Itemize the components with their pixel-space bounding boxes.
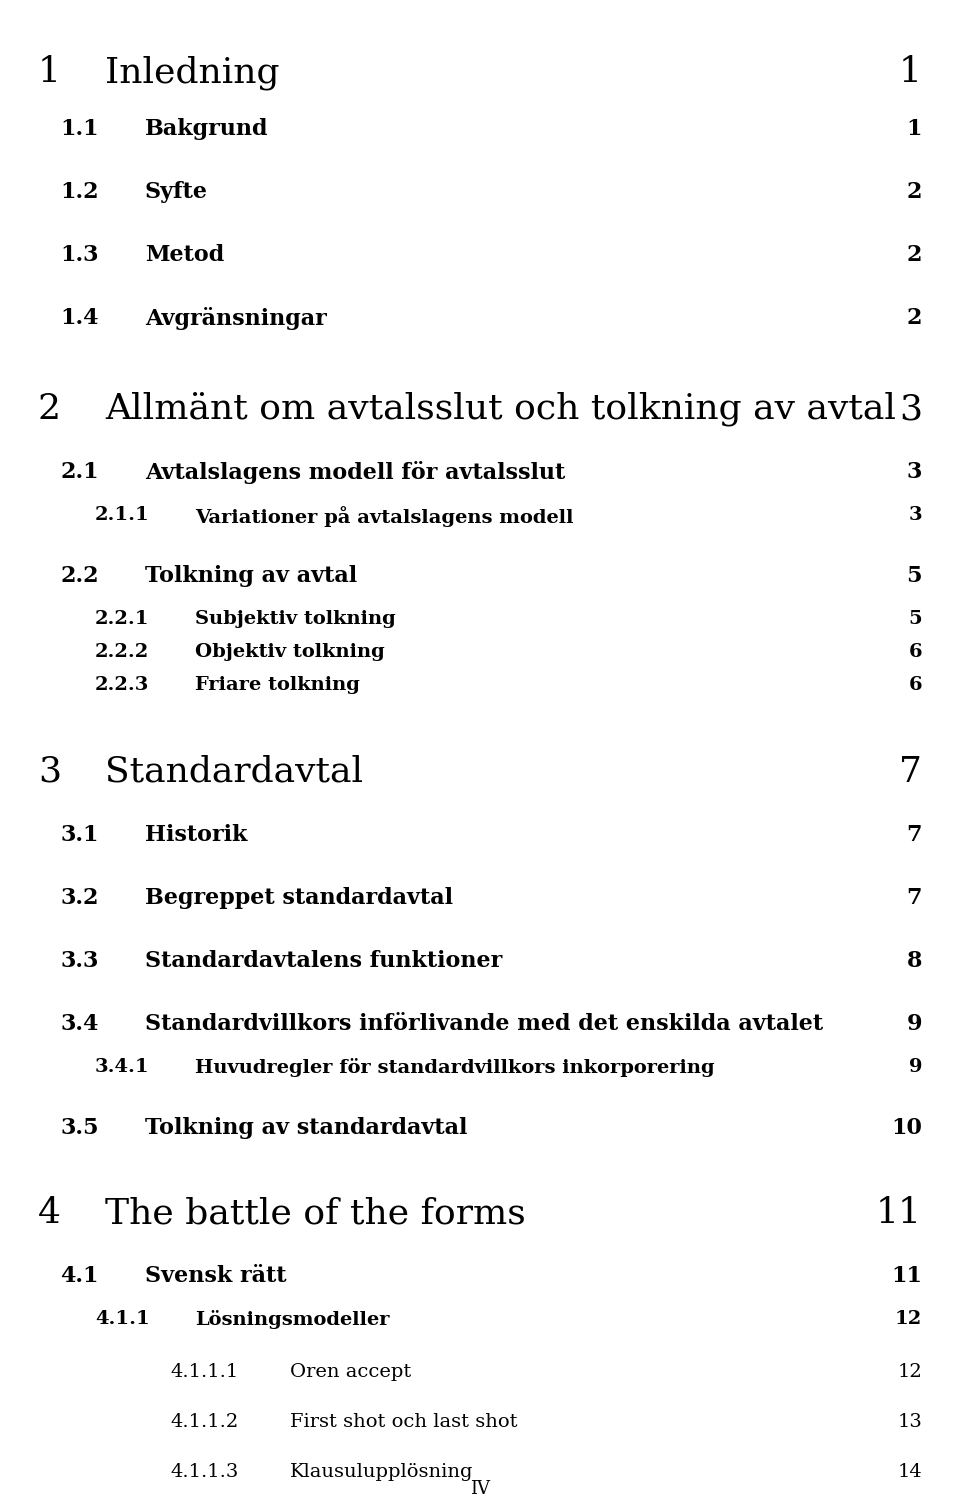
Text: 14: 14: [898, 1463, 922, 1481]
Text: Variationer på avtalslagens modell: Variationer på avtalslagens modell: [195, 506, 573, 527]
Text: 7: 7: [906, 887, 922, 910]
Text: 2.2.3: 2.2.3: [95, 675, 150, 694]
Text: 3: 3: [908, 506, 922, 524]
Text: 5: 5: [906, 565, 922, 586]
Text: 12: 12: [898, 1363, 922, 1381]
Text: 10: 10: [891, 1117, 922, 1139]
Text: 4.1.1.3: 4.1.1.3: [170, 1463, 238, 1481]
Text: 4: 4: [38, 1197, 61, 1230]
Text: 1.1: 1.1: [60, 118, 99, 141]
Text: Oren accept: Oren accept: [290, 1363, 411, 1381]
Text: Avtalslagens modell för avtalsslut: Avtalslagens modell för avtalsslut: [145, 461, 565, 484]
Text: 1: 1: [906, 118, 922, 141]
Text: Inledning: Inledning: [105, 54, 279, 89]
Text: 4.1: 4.1: [60, 1265, 99, 1287]
Text: Klausulupplösning: Klausulupplösning: [290, 1463, 473, 1481]
Text: Huvudregler för standardvillkors inkorporering: Huvudregler för standardvillkors inkorpo…: [195, 1058, 714, 1077]
Text: 3.4: 3.4: [60, 1012, 98, 1035]
Text: Tolkning av standardavtal: Tolkning av standardavtal: [145, 1117, 468, 1139]
Text: 2.2.2: 2.2.2: [95, 644, 149, 660]
Text: The battle of the forms: The battle of the forms: [105, 1197, 526, 1230]
Text: 2: 2: [906, 243, 922, 266]
Text: 13: 13: [898, 1413, 922, 1431]
Text: 2.2.1: 2.2.1: [95, 610, 150, 629]
Text: Subjektiv tolkning: Subjektiv tolkning: [195, 610, 396, 629]
Text: 4.1.1.2: 4.1.1.2: [170, 1413, 238, 1431]
Text: Standardavtal: Standardavtal: [105, 756, 363, 789]
Text: 4.1.1: 4.1.1: [95, 1310, 150, 1328]
Text: Begreppet standardavtal: Begreppet standardavtal: [145, 887, 453, 910]
Text: Allmänt om avtalsslut och tolkning av avtal: Allmänt om avtalsslut och tolkning av av…: [105, 391, 896, 426]
Text: 2.1: 2.1: [60, 461, 99, 484]
Text: Standardvillkors införlivande med det enskilda avtalet: Standardvillkors införlivande med det en…: [145, 1012, 823, 1035]
Text: 2: 2: [906, 181, 922, 202]
Text: 6: 6: [908, 644, 922, 660]
Text: 1: 1: [899, 54, 922, 89]
Text: Bakgrund: Bakgrund: [145, 118, 269, 141]
Text: 1: 1: [38, 54, 61, 89]
Text: 9: 9: [908, 1058, 922, 1076]
Text: 4.1.1.1: 4.1.1.1: [170, 1363, 238, 1381]
Text: 2.1.1: 2.1.1: [95, 506, 150, 524]
Text: Objektiv tolkning: Objektiv tolkning: [195, 644, 385, 660]
Text: Friare tolkning: Friare tolkning: [195, 675, 360, 694]
Text: 3.1: 3.1: [60, 823, 99, 846]
Text: 2.2: 2.2: [60, 565, 99, 586]
Text: 11: 11: [891, 1265, 922, 1287]
Text: 11: 11: [876, 1197, 922, 1230]
Text: Historik: Historik: [145, 823, 248, 846]
Text: First shot och last shot: First shot och last shot: [290, 1413, 517, 1431]
Text: Syfte: Syfte: [145, 181, 208, 202]
Text: 2: 2: [906, 307, 922, 329]
Text: Svensk rätt: Svensk rätt: [145, 1265, 286, 1287]
Text: 1.2: 1.2: [60, 181, 99, 202]
Text: Avgränsningar: Avgränsningar: [145, 307, 326, 329]
Text: 3: 3: [38, 756, 61, 789]
Text: 1.4: 1.4: [60, 307, 99, 329]
Text: 9: 9: [906, 1012, 922, 1035]
Text: IV: IV: [470, 1479, 490, 1497]
Text: Metod: Metod: [145, 243, 225, 266]
Text: 7: 7: [906, 823, 922, 846]
Text: Tolkning av avtal: Tolkning av avtal: [145, 565, 357, 586]
Text: 5: 5: [908, 610, 922, 629]
Text: Standardavtalens funktioner: Standardavtalens funktioner: [145, 950, 502, 972]
Text: 7: 7: [900, 756, 922, 789]
Text: 6: 6: [908, 675, 922, 694]
Text: 3.5: 3.5: [60, 1117, 99, 1139]
Text: 1.3: 1.3: [60, 243, 99, 266]
Text: 3.4.1: 3.4.1: [95, 1058, 150, 1076]
Text: 12: 12: [895, 1310, 922, 1328]
Text: 3.2: 3.2: [60, 887, 99, 910]
Text: 3: 3: [899, 391, 922, 426]
Text: 3: 3: [906, 461, 922, 484]
Text: 8: 8: [906, 950, 922, 972]
Text: 2: 2: [38, 391, 61, 426]
Text: Lösningsmodeller: Lösningsmodeller: [195, 1310, 390, 1330]
Text: 3.3: 3.3: [60, 950, 98, 972]
